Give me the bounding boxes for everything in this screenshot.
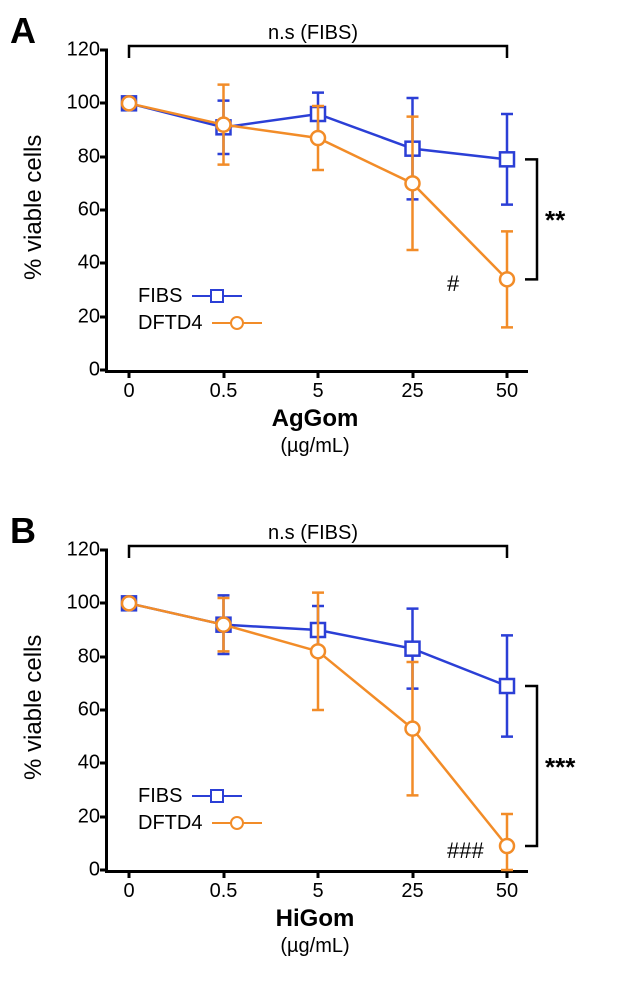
legend-marker-icon [210,289,224,303]
sig-bracket-icon [525,686,537,846]
legend-label: DFTD4 [138,312,202,335]
data-marker [406,722,420,736]
x-tick-label: 25 [401,870,423,903]
y-tick-label: 40 [50,752,108,775]
x-tick-label: 0 [123,870,134,903]
legend-marker-icon [230,816,244,830]
x-tick-label: 5 [312,370,323,403]
x-tick-label: 0 [123,370,134,403]
legend-label: FIBS [138,285,182,308]
y-axis-label: % viable cells [20,135,48,280]
x-axis-sublabel: (µg/mL) [105,435,525,458]
y-tick-label: 60 [50,699,108,722]
sig-label: *** [545,752,575,783]
legend: FIBS DFTD4 [138,785,262,839]
data-marker [500,272,514,286]
legend-item: FIBS [138,785,262,808]
hash-label: # [447,271,459,297]
sig-bracket-icon [525,159,537,279]
data-marker [406,176,420,190]
y-tick-label: 20 [50,805,108,828]
y-tick-label: 80 [50,645,108,668]
data-marker [500,152,514,166]
chart-panel: B02040608010012000.552550n.s (FIBS)***##… [10,510,624,980]
y-tick-label: 100 [50,92,108,115]
plot-area: 02040608010012000.552550n.s (FIBS)**#FIB… [105,50,528,373]
y-tick-label: 0 [50,859,108,882]
legend-item: FIBS [138,285,262,308]
data-marker [217,618,231,632]
ns-label: n.s (FIBS) [268,522,358,545]
legend-marker-icon [230,316,244,330]
x-axis-label: AgGom [105,405,525,433]
y-tick-label: 80 [50,145,108,168]
x-tick-label: 50 [496,870,518,903]
x-axis-label: HiGom [105,905,525,933]
legend-item: DFTD4 [138,812,262,835]
legend-line-icon [192,295,242,297]
x-axis-sublabel: (µg/mL) [105,935,525,958]
panel-label: A [10,10,36,52]
sig-label: ** [545,205,565,236]
x-tick-label: 0.5 [210,370,238,403]
data-marker [122,596,136,610]
legend-line-icon [212,322,262,324]
hash-label: ### [447,838,484,864]
legend-marker-icon [210,789,224,803]
data-marker [311,131,325,145]
plot-area: 02040608010012000.552550n.s (FIBS)***###… [105,550,528,873]
panel-label: B [10,510,36,552]
legend-line-icon [212,822,262,824]
y-axis-label: % viable cells [20,635,48,780]
legend-label: FIBS [138,785,182,808]
data-marker [500,679,514,693]
legend-item: DFTD4 [138,312,262,335]
ns-label: n.s (FIBS) [268,22,358,45]
data-marker [311,644,325,658]
y-tick-label: 120 [50,39,108,62]
y-tick-label: 100 [50,592,108,615]
legend-line-icon [192,795,242,797]
y-tick-label: 20 [50,305,108,328]
data-marker [500,839,514,853]
legend: FIBS DFTD4 [138,285,262,339]
x-tick-label: 5 [312,870,323,903]
x-tick-label: 25 [401,370,423,403]
data-marker [217,118,231,132]
legend-label: DFTD4 [138,812,202,835]
y-tick-label: 60 [50,199,108,222]
data-marker [406,642,420,656]
y-tick-label: 120 [50,539,108,562]
x-tick-label: 50 [496,370,518,403]
chart-panel: A02040608010012000.552550n.s (FIBS)**#FI… [10,10,624,480]
y-tick-label: 40 [50,252,108,275]
y-tick-label: 0 [50,359,108,382]
x-tick-label: 0.5 [210,870,238,903]
data-marker [122,96,136,110]
